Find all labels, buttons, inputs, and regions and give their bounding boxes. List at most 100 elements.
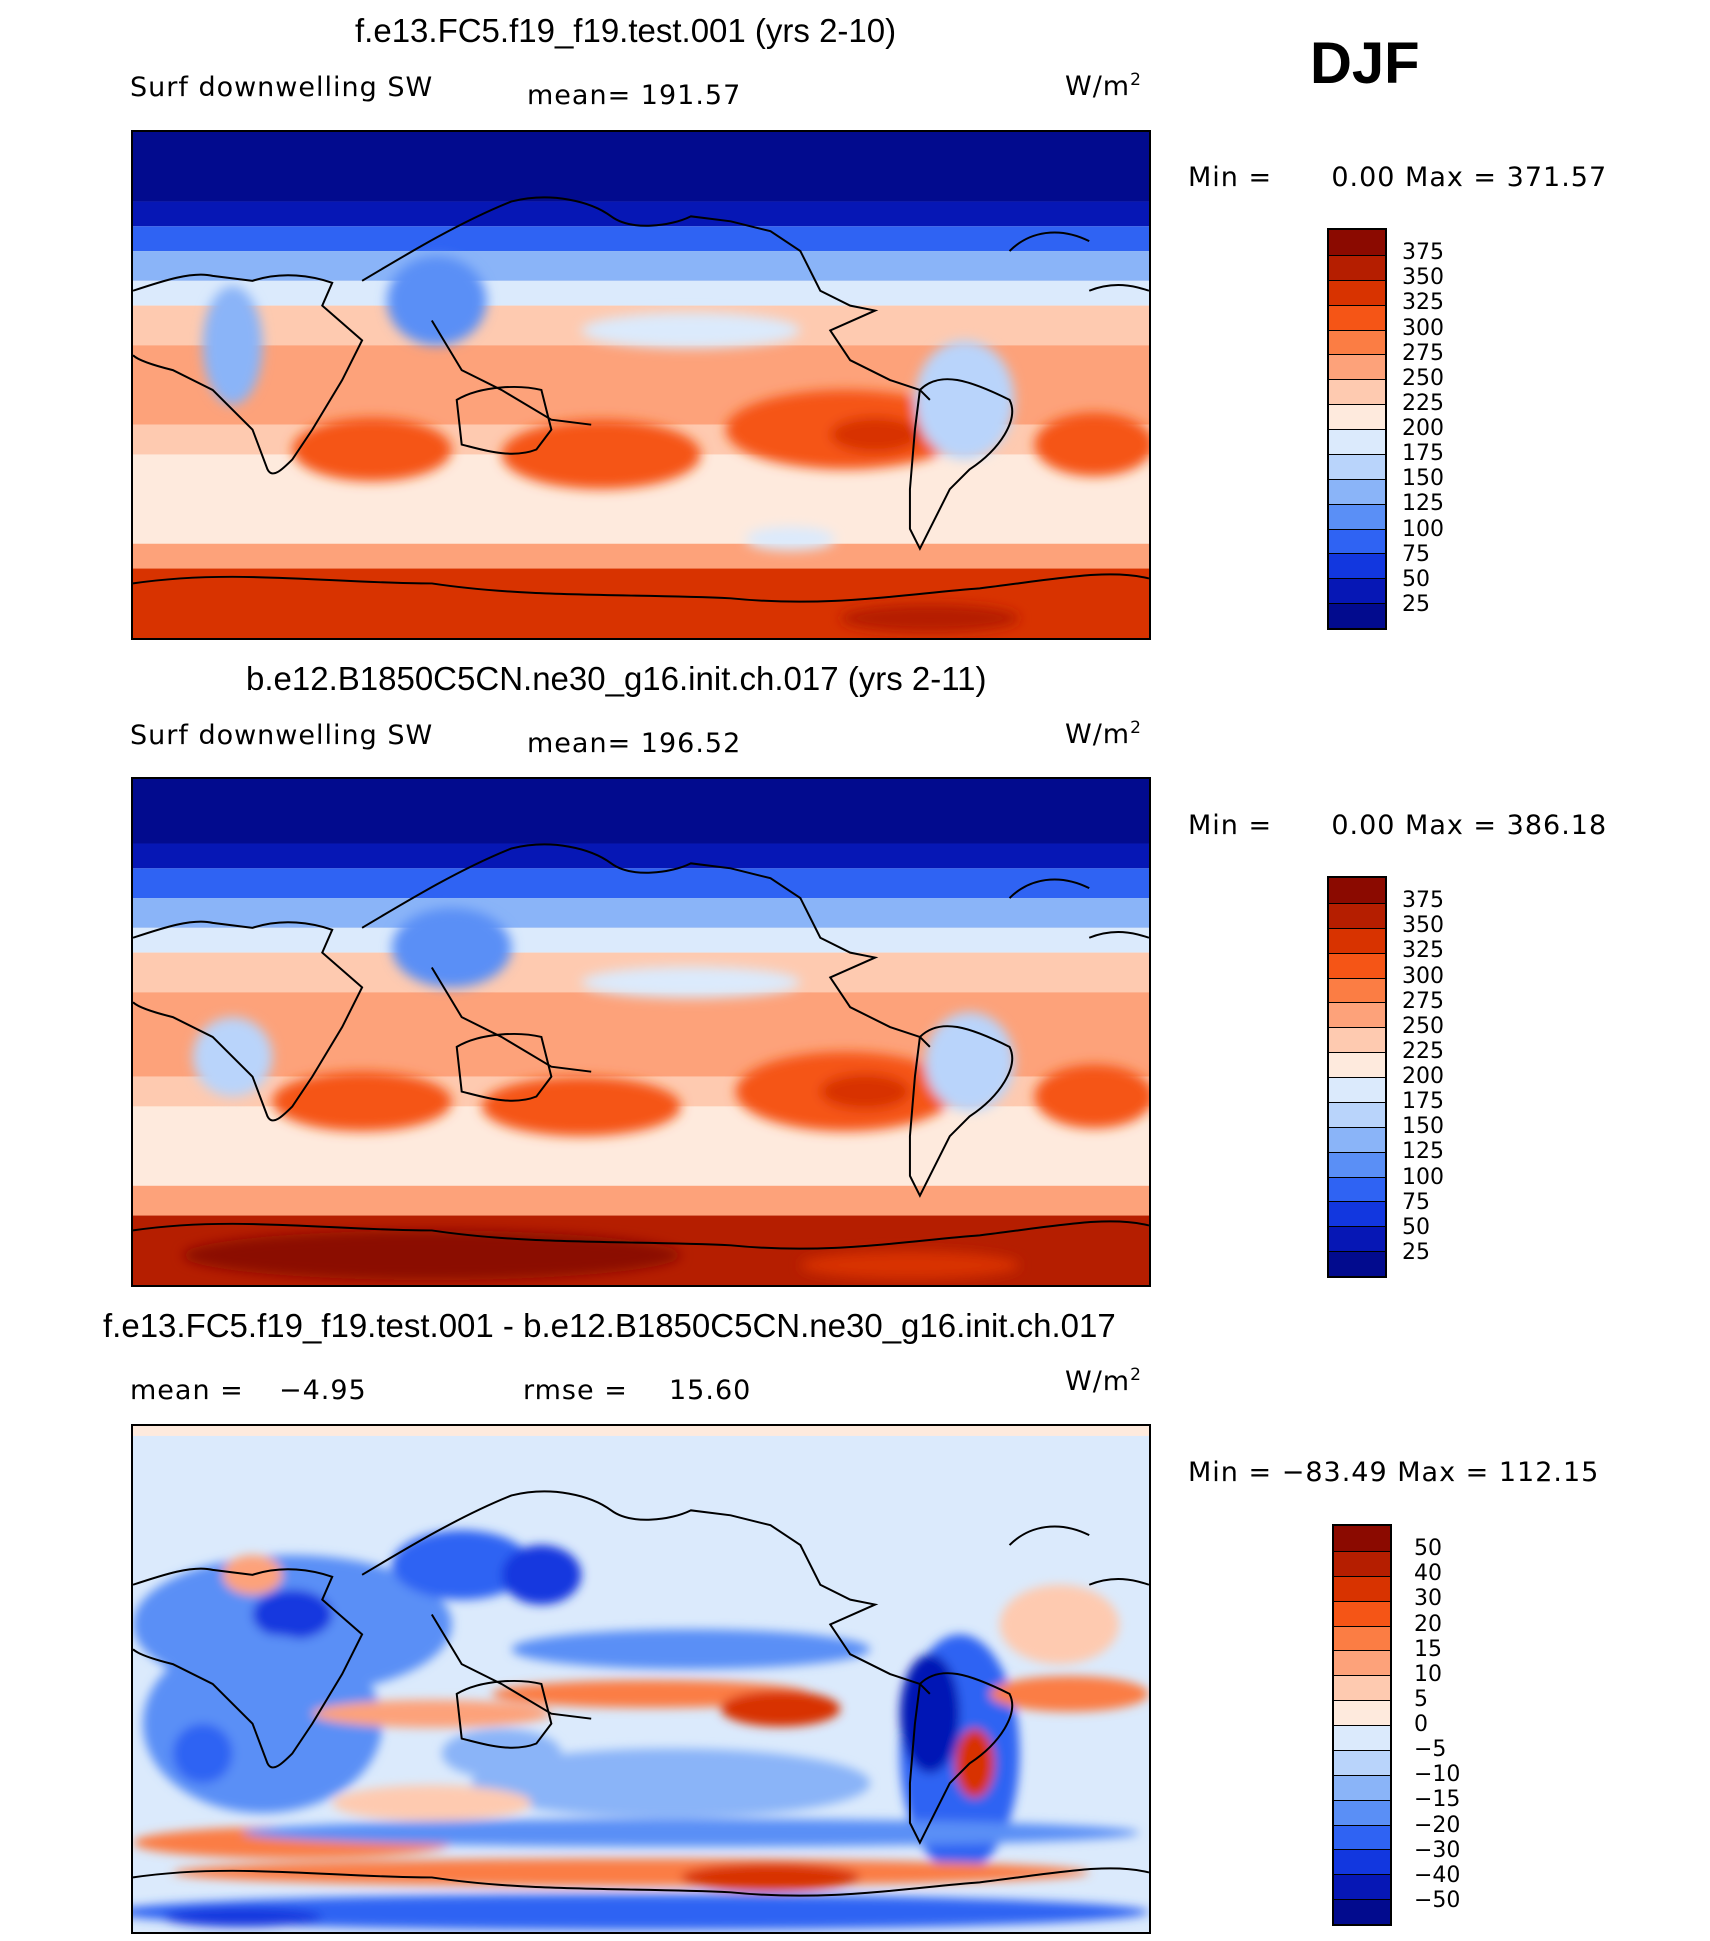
colorbar-cell [1334,1675,1390,1701]
panel3-units: W/m2 [1065,1365,1142,1397]
panel2-max-label: Max = [1405,810,1498,841]
panel1-max-value: 371.57 [1506,162,1608,193]
panel3-mean: mean = −4.95 [130,1375,367,1406]
colorbar-cell [1329,553,1385,579]
panel3-min-label: Min = [1188,1457,1273,1488]
panel3-min-value: −83.49 [1281,1457,1388,1488]
panel2-title: b.e12.B1850C5CN.ne30_g16.init.ch.017 (yr… [246,660,987,697]
colorbar-tick-label: 375 [1402,240,1444,266]
panel3-mean-label: mean = [130,1375,244,1406]
colorbar-cell [1329,404,1385,429]
panel3-max-value: 112.15 [1498,1457,1600,1488]
panel3-title: f.e13.FC5.f19_f19.test.001 - b.e12.B1850… [103,1307,1116,1344]
colorbar-tick-label: 275 [1402,340,1444,366]
colorbar-tick-label: 375 [1402,888,1444,914]
panel1-min-value: 0.00 [1331,162,1396,193]
colorbar-cell [1334,1749,1390,1775]
colorbar-tick-label: 15 [1414,1636,1442,1662]
colorbar-tick-label: 125 [1402,1139,1444,1165]
colorbar-cell [1329,1002,1385,1028]
colorbar-tick-label: 75 [1402,1189,1430,1215]
colorbar-tick-label: 50 [1402,566,1430,592]
colorbar-cell [1334,1774,1390,1800]
panel1-max-label: Max = [1405,162,1498,193]
colorbar-cell [1329,379,1385,405]
colorbar-tick-label: 325 [1402,938,1444,964]
panel3-colorbar [1332,1524,1392,1926]
colorbar-tick-label: 10 [1414,1661,1442,1687]
panel1-map-svg [133,132,1149,638]
colorbar-tick-label: 300 [1402,315,1444,341]
panel1-colorbar [1327,228,1387,630]
panel1-units: W/m2 [1065,70,1142,102]
colorbar-cell [1329,1151,1385,1177]
panel3-rmse: rmse = 15.60 [523,1375,751,1406]
panel3-map [131,1424,1151,1934]
colorbar-tick-label: −15 [1414,1787,1461,1813]
panel1-title: f.e13.FC5.f19_f19.test.001 (yrs 2-10) [355,12,897,49]
colorbar-cell [1329,1027,1385,1053]
panel3-mean-value: −4.95 [278,1375,367,1406]
colorbar-cell [1329,578,1385,604]
colorbar-tick-label: −40 [1414,1862,1461,1888]
colorbar-cell [1334,1575,1390,1601]
colorbar-tick-label: 325 [1402,290,1444,316]
colorbar-cell [1329,977,1385,1003]
colorbar-cell [1329,279,1385,305]
panel1-minmax: Min = 0.00 Max = 371.57 [1188,162,1607,193]
colorbar-tick-label: 175 [1402,441,1444,467]
colorbar-cell [1334,1550,1390,1576]
panel2-min-label: Min = [1188,810,1273,841]
colorbar-tick-label: 250 [1402,365,1444,391]
panel2-minmax: Min = 0.00 Max = 386.18 [1188,810,1607,841]
panel3-rmse-value: 15.60 [669,1375,752,1406]
colorbar-cell [1334,1526,1390,1551]
colorbar-tick-label: 75 [1402,541,1430,567]
colorbar-tick-label: 300 [1402,963,1444,989]
colorbar-cell [1334,1799,1390,1825]
colorbar-cell [1329,878,1385,903]
colorbar-tick-label: 20 [1414,1611,1442,1637]
colorbar-cell [1334,1625,1390,1651]
panel2-max-value: 386.18 [1506,810,1608,841]
panel1-mean: mean= 191.57 [527,80,741,111]
colorbar-cell [1329,254,1385,280]
colorbar-cell [1329,1077,1385,1102]
colorbar-tick-label: 150 [1402,1114,1444,1140]
colorbar-tick-label: 30 [1414,1586,1442,1612]
panel2-mean-value: 196.52 [640,728,742,759]
panel2-mean: mean= 196.52 [527,728,741,759]
panel1-mean-label: mean= [527,80,632,111]
colorbar-cell [1329,304,1385,330]
colorbar-tick-label: 50 [1414,1536,1442,1562]
colorbar-tick-label: 225 [1402,1038,1444,1064]
colorbar-tick-label: 125 [1402,491,1444,517]
panel1-map [131,130,1151,640]
colorbar-cell [1334,1874,1390,1900]
colorbar-tick-label: 100 [1402,1164,1444,1190]
colorbar-tick-label: 5 [1414,1686,1428,1712]
colorbar-cell [1329,354,1385,380]
colorbar-tick-label: 350 [1402,913,1444,939]
colorbar-cell [1334,1849,1390,1875]
colorbar-cell [1334,1824,1390,1850]
colorbar-cell [1329,478,1385,504]
colorbar-cell [1334,1725,1390,1750]
colorbar-cell [1329,1226,1385,1252]
colorbar-tick-label: 40 [1414,1561,1442,1587]
colorbar-tick-label: 200 [1402,416,1444,441]
colorbar-tick-label: 275 [1402,988,1444,1014]
colorbar-tick-label: −10 [1414,1762,1461,1788]
colorbar-tick-label: 0 [1414,1712,1428,1737]
colorbar-cell [1329,1052,1385,1077]
colorbar-tick-label: 25 [1402,591,1430,617]
panel2-min-value: 0.00 [1331,810,1396,841]
colorbar-tick-label: 225 [1402,390,1444,416]
panel2-map-svg [133,779,1149,1285]
season-label: DJF [1310,31,1420,96]
colorbar-cell [1334,1600,1390,1626]
panel2-mean-label: mean= [527,728,632,759]
colorbar-tick-label: 175 [1402,1089,1444,1115]
colorbar-tick-label: 100 [1402,516,1444,542]
panel2-map [131,777,1151,1287]
